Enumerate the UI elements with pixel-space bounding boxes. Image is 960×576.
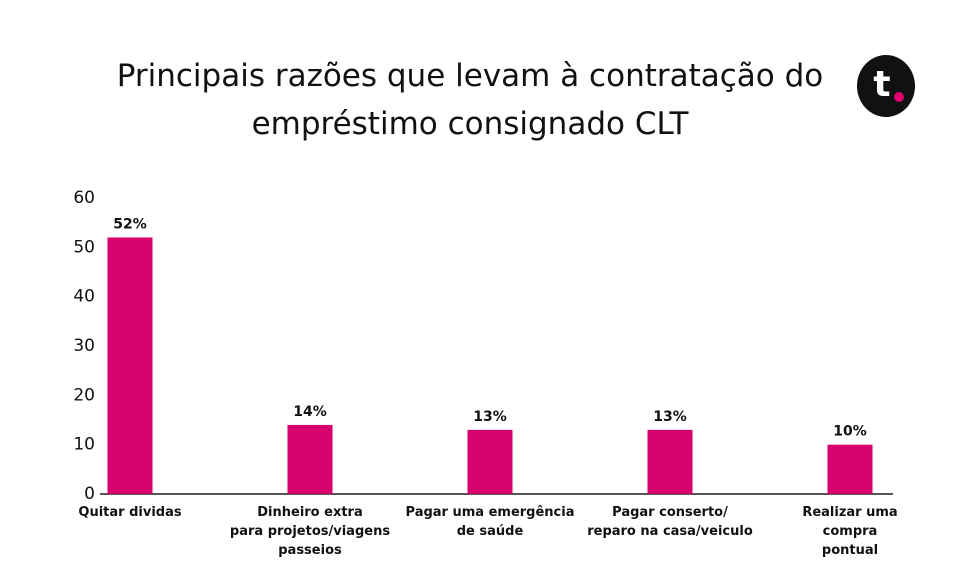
bar: [827, 444, 873, 494]
y-tick-label: 10: [73, 435, 95, 455]
logo-text: t: [873, 64, 890, 105]
y-tick-label: 0: [84, 484, 95, 504]
y-tick-label: 30: [73, 336, 95, 356]
bar: [287, 424, 333, 494]
y-tick-label: 50: [73, 237, 95, 257]
value-label: 14%: [293, 404, 327, 420]
bar: [647, 429, 693, 494]
x-tick-label: Pagar uma emergência de saúde: [405, 505, 575, 539]
logo-dot: [894, 92, 904, 102]
value-label: 52%: [113, 216, 147, 232]
x-tick-label: Pagar conserto/ reparo na casa/veiculo: [587, 505, 753, 539]
chart-title: Principais razões que levam à contrataçã…: [116, 58, 824, 142]
x-tick-label: Quitar dividas: [78, 505, 182, 520]
y-tick-label: 20: [73, 385, 95, 405]
bar: [107, 237, 153, 494]
logo: t: [857, 55, 915, 117]
x-tick-label: Realizar uma compra pontual: [802, 505, 898, 558]
bar: [467, 429, 513, 494]
value-label: 13%: [473, 409, 507, 425]
x-tick-label: Dinheiro extra para projetos/viagens pas…: [229, 505, 391, 558]
y-tick-label: 40: [73, 287, 95, 307]
value-label: 13%: [653, 409, 687, 425]
y-tick-label: 60: [73, 188, 95, 208]
value-label: 10%: [833, 424, 867, 440]
